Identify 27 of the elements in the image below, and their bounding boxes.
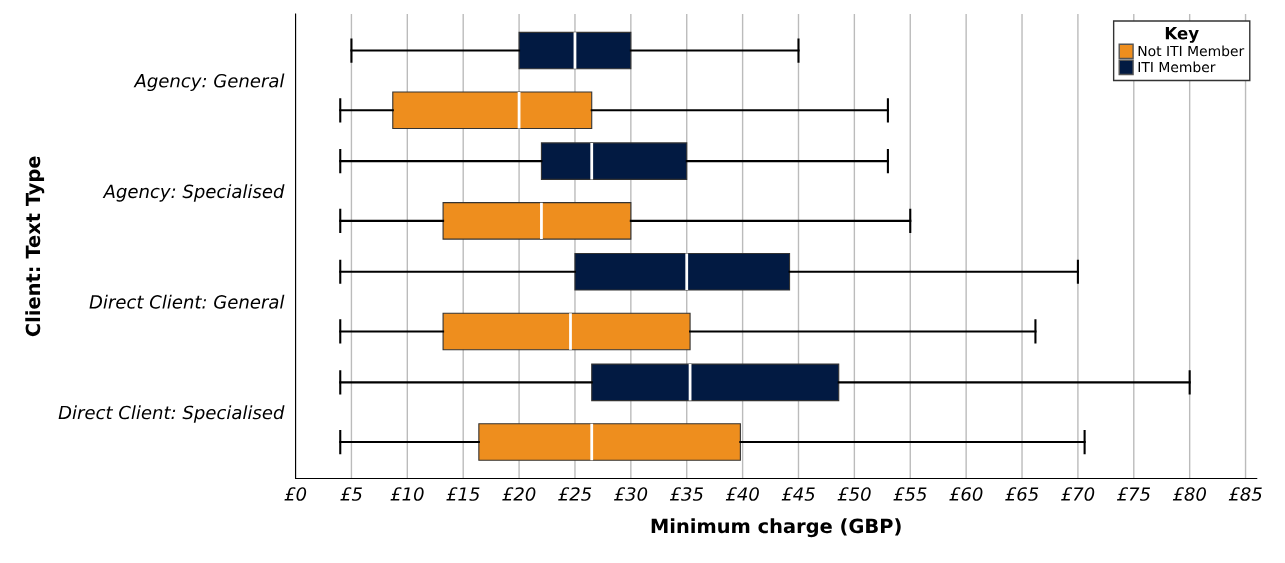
y-tick-label: Direct Client: General [89, 294, 285, 309]
legend-title: Key [1165, 27, 1199, 43]
y-axis-title: Client: Text Type [25, 156, 45, 337]
x-tick-label: £70 [1061, 487, 1095, 501]
legend-label: ITI Member [1138, 61, 1216, 73]
x-tick-label: £25 [558, 487, 592, 501]
x-tick-label: £80 [1172, 487, 1206, 501]
x-tick-label: £65 [1005, 487, 1039, 501]
x-tick-label: £45 [781, 487, 815, 501]
x-tick-label: £15 [446, 487, 480, 501]
legend-label: Not ITI Member [1138, 45, 1245, 57]
x-tick-label: £30 [614, 487, 648, 501]
x-tick-label: £0 [284, 487, 307, 501]
x-axis-title: Minimum charge (GBP) [651, 518, 901, 538]
x-tick-label: £50 [837, 487, 871, 501]
x-tick-label: £10 [390, 487, 424, 501]
y-tick-label: Direct Client: Specialised [58, 405, 285, 423]
x-tick-label: £40 [725, 487, 759, 501]
x-tick-label: £35 [669, 487, 703, 501]
y-tick-label: Agency: Specialised [102, 184, 285, 202]
x-tick-label: £55 [893, 487, 927, 501]
x-tick-label: £75 [1116, 487, 1151, 501]
x-tick-label: £85 [1228, 487, 1262, 501]
y-tick-label: Agency: General [133, 73, 285, 92]
x-tick-label: £20 [502, 487, 536, 501]
x-tick-label: £5 [340, 487, 362, 501]
x-tick-label: £60 [949, 487, 983, 501]
